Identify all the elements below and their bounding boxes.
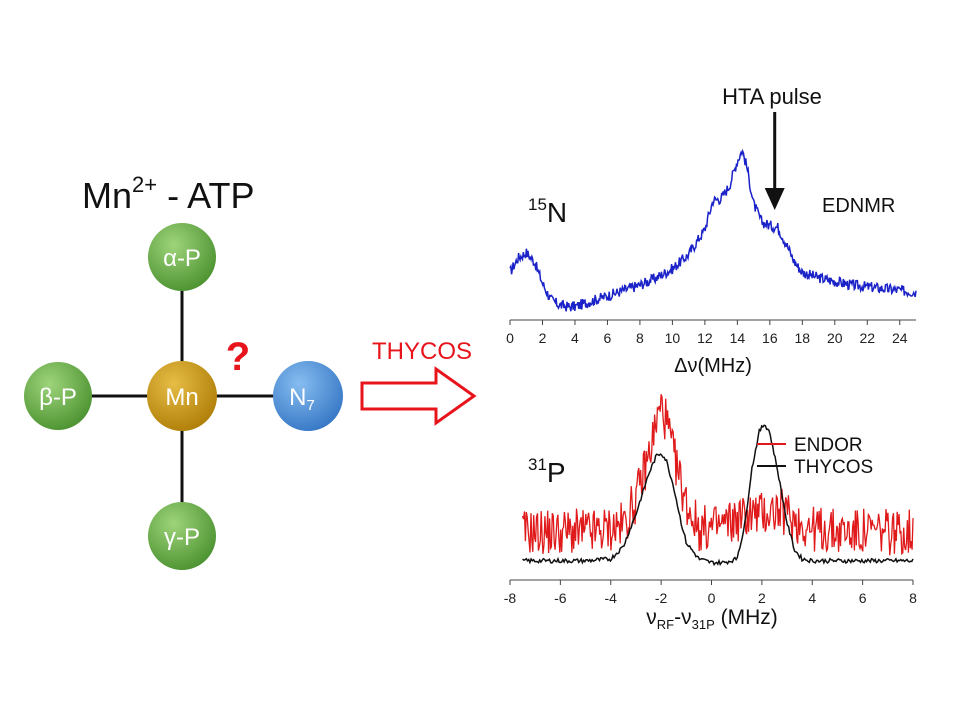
svg-text:N7: N7 [289,384,315,414]
legend-label-thycos: THYCOS [794,457,873,478]
x-tick-label: 8 [636,330,644,346]
x-tick-label: 18 [795,330,811,346]
node-alpha-p: α-P [148,223,216,291]
svg-text:α-P: α-P [163,245,201,272]
svg-text:Mn: Mn [165,384,198,411]
x-axis-label-31p: νRF-ν31P (MHz) [646,606,777,632]
x-tick-label: 22 [859,330,875,346]
x-tick-label: -6 [554,590,567,606]
node-n7: N7 [273,361,343,431]
x-tick-label: -4 [605,590,618,606]
pointer-arrow [764,112,785,210]
x-tick-label: 0 [506,330,514,346]
x-tick-label: 8 [909,590,917,606]
x-ticks-15n: 0 2 4 6 8 10 12 14 16 18 20 22 24 [506,320,908,346]
chart-15n-ednmr: 0 2 4 6 8 10 12 14 16 18 20 22 24 Δν(MHz) 15N EDNMR … [506,84,917,377]
transition-arrow [360,366,477,426]
x-ticks-31p: -8 -6 -4 -2 0 2 4 6 8 [504,580,917,606]
node-gamma-p: γ-P [148,502,216,570]
x-tick-label: 6 [859,590,867,606]
x-tick-label: -2 [655,590,668,606]
x-tick-label: -8 [504,590,517,606]
legend-label-endor: ENDOR [794,435,863,456]
endor-trace [521,394,914,556]
legend: ENDOR THYCOS [757,435,873,478]
nucleus-label-31p: 31P [528,455,566,488]
x-tick-label: 12 [697,330,713,346]
ednmr-trace [509,148,917,312]
x-tick-label: 14 [730,330,746,346]
chart-31p: -8 -6 -4 -2 0 2 4 6 8 νRF-ν31P (MHz) 31P ENDOR T… [504,394,917,632]
thycos-trace [522,424,914,567]
diagram-title: Mn2+ - ATP [82,172,254,216]
x-tick-label: 4 [571,330,579,346]
arrow-label: THYCOS [372,338,472,365]
x-tick-label: 2 [539,330,547,346]
x-tick-label: 4 [808,590,816,606]
svg-text:β-P: β-P [39,384,77,411]
x-tick-label: 0 [708,590,716,606]
x-tick-label: 6 [604,330,612,346]
x-tick-label: 10 [665,330,681,346]
svg-text:γ-P: γ-P [164,524,200,551]
node-mn: Mn [147,361,217,431]
node-beta-p: β-P [24,362,92,430]
x-tick-label: 24 [892,330,908,346]
pointer-label: HTA pulse [722,84,822,109]
x-tick-label: 20 [827,330,843,346]
nucleus-label-15n: 15N [528,195,567,228]
x-axis-label-15n: Δν(MHz) [674,355,752,377]
x-tick-label: 2 [758,590,766,606]
question-mark: ? [226,335,250,379]
x-tick-label: 16 [762,330,778,346]
method-label-ednmr: EDNMR [822,195,895,217]
